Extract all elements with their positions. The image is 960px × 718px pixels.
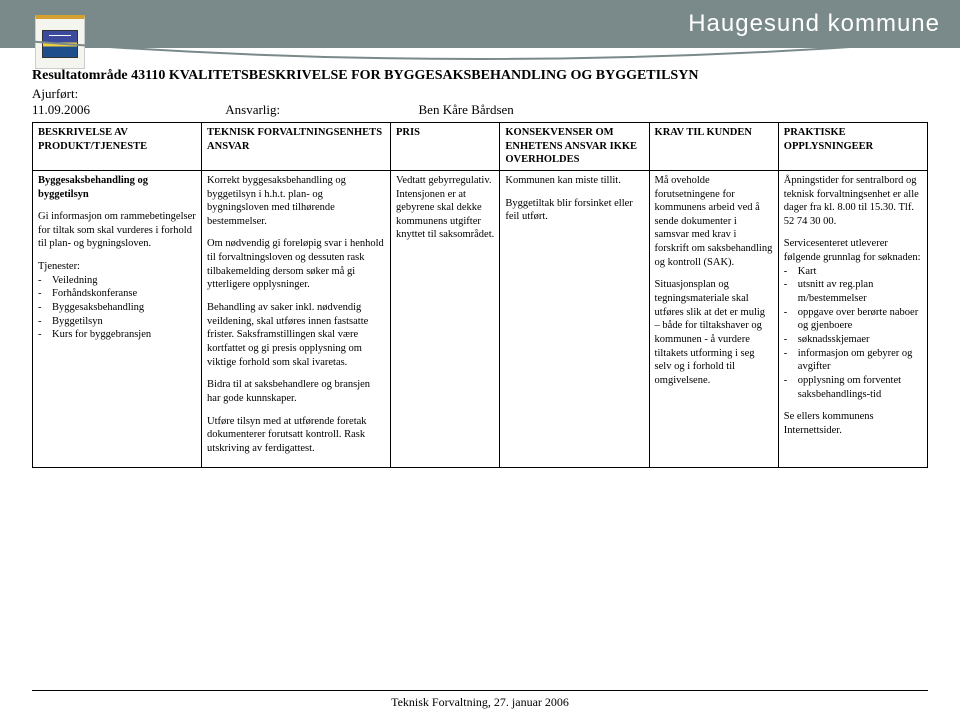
list-item: opplysning om forventet saksbehandlings-… bbox=[784, 374, 922, 401]
list-item: Forhåndskonferanse bbox=[38, 287, 196, 301]
table-row: Byggesaksbehandling og byggetilsyn Gi in… bbox=[33, 170, 928, 468]
list-item: Veiledning bbox=[38, 274, 196, 288]
cell-opplysninger: Åpningstider for sentralbord og teknisk … bbox=[778, 170, 927, 468]
list-item: Byggesaksbehandling bbox=[38, 301, 196, 315]
ansvarlig: Ansvarlig: Ben Kåre Bårdsen bbox=[225, 102, 514, 117]
th-4: KRAV TIL KUNDEN bbox=[649, 123, 778, 171]
th-2: PRIS bbox=[390, 123, 499, 171]
list-item: Byggetilsyn bbox=[38, 315, 196, 329]
ajurfort: Ajurført: 11.09.2006 bbox=[32, 86, 222, 118]
grunnlag-list: Kart utsnitt av reg.plan m/bestemmelser … bbox=[784, 265, 922, 401]
th-5: PRAKTISKE OPPLYSNINGEER bbox=[778, 123, 927, 171]
cell-konsekvenser: Kommunen kan miste tillit. Byggetiltak b… bbox=[500, 170, 649, 468]
tjenester-list: Veiledning Forhåndskonferanse Byggesaksb… bbox=[38, 274, 196, 342]
municipality-logo bbox=[35, 15, 85, 69]
meta-line: Ajurført: 11.09.2006 Ansvarlig: Ben Kåre… bbox=[32, 86, 928, 118]
list-item: utsnitt av reg.plan m/bestemmelser bbox=[784, 278, 922, 305]
list-item: søknadsskjemaer bbox=[784, 333, 922, 347]
list-item: informasjon om gebyrer og avgifter bbox=[784, 347, 922, 374]
cell-ansvar: Korrekt byggesaksbehandling og byggetils… bbox=[202, 170, 391, 468]
org-name: Haugesund kommune bbox=[688, 10, 940, 38]
cell-krav: Må oveholde forutsetningene for kommunen… bbox=[649, 170, 778, 468]
list-item: Kart bbox=[784, 265, 922, 279]
table-header-row: BESKRIVELSE AV PRODUKT/TJENESTE TEKNISK … bbox=[33, 123, 928, 171]
th-3: KONSEKVENSER OM ENHETENS ANSVAR IKKE OVE… bbox=[500, 123, 649, 171]
document-body: Resultatområde 43110 KVALITETSBESKRIVELS… bbox=[0, 48, 960, 468]
document-title: Resultatområde 43110 KVALITETSBESKRIVELS… bbox=[32, 68, 928, 84]
quality-table: BESKRIVELSE AV PRODUKT/TJENESTE TEKNISK … bbox=[32, 122, 928, 468]
footer-text: Teknisk Forvaltning, 27. januar 2006 bbox=[391, 695, 569, 709]
header-bar: Haugesund kommune bbox=[0, 0, 960, 48]
th-0: BESKRIVELSE AV PRODUKT/TJENESTE bbox=[33, 123, 202, 171]
list-item: oppgave over berørte naboer og gjenboere bbox=[784, 306, 922, 333]
th-1: TEKNISK FORVALTNINGSENHETS ANSVAR bbox=[202, 123, 391, 171]
footer: Teknisk Forvaltning, 27. januar 2006 bbox=[0, 690, 960, 710]
shield-icon bbox=[42, 30, 78, 58]
list-item: Kurs for byggebransjen bbox=[38, 328, 196, 342]
cell-pris: Vedtatt gebyrregulativ. Intensjonen er a… bbox=[390, 170, 499, 468]
cell-desc: Byggesaksbehandling og byggetilsyn Gi in… bbox=[33, 170, 202, 468]
